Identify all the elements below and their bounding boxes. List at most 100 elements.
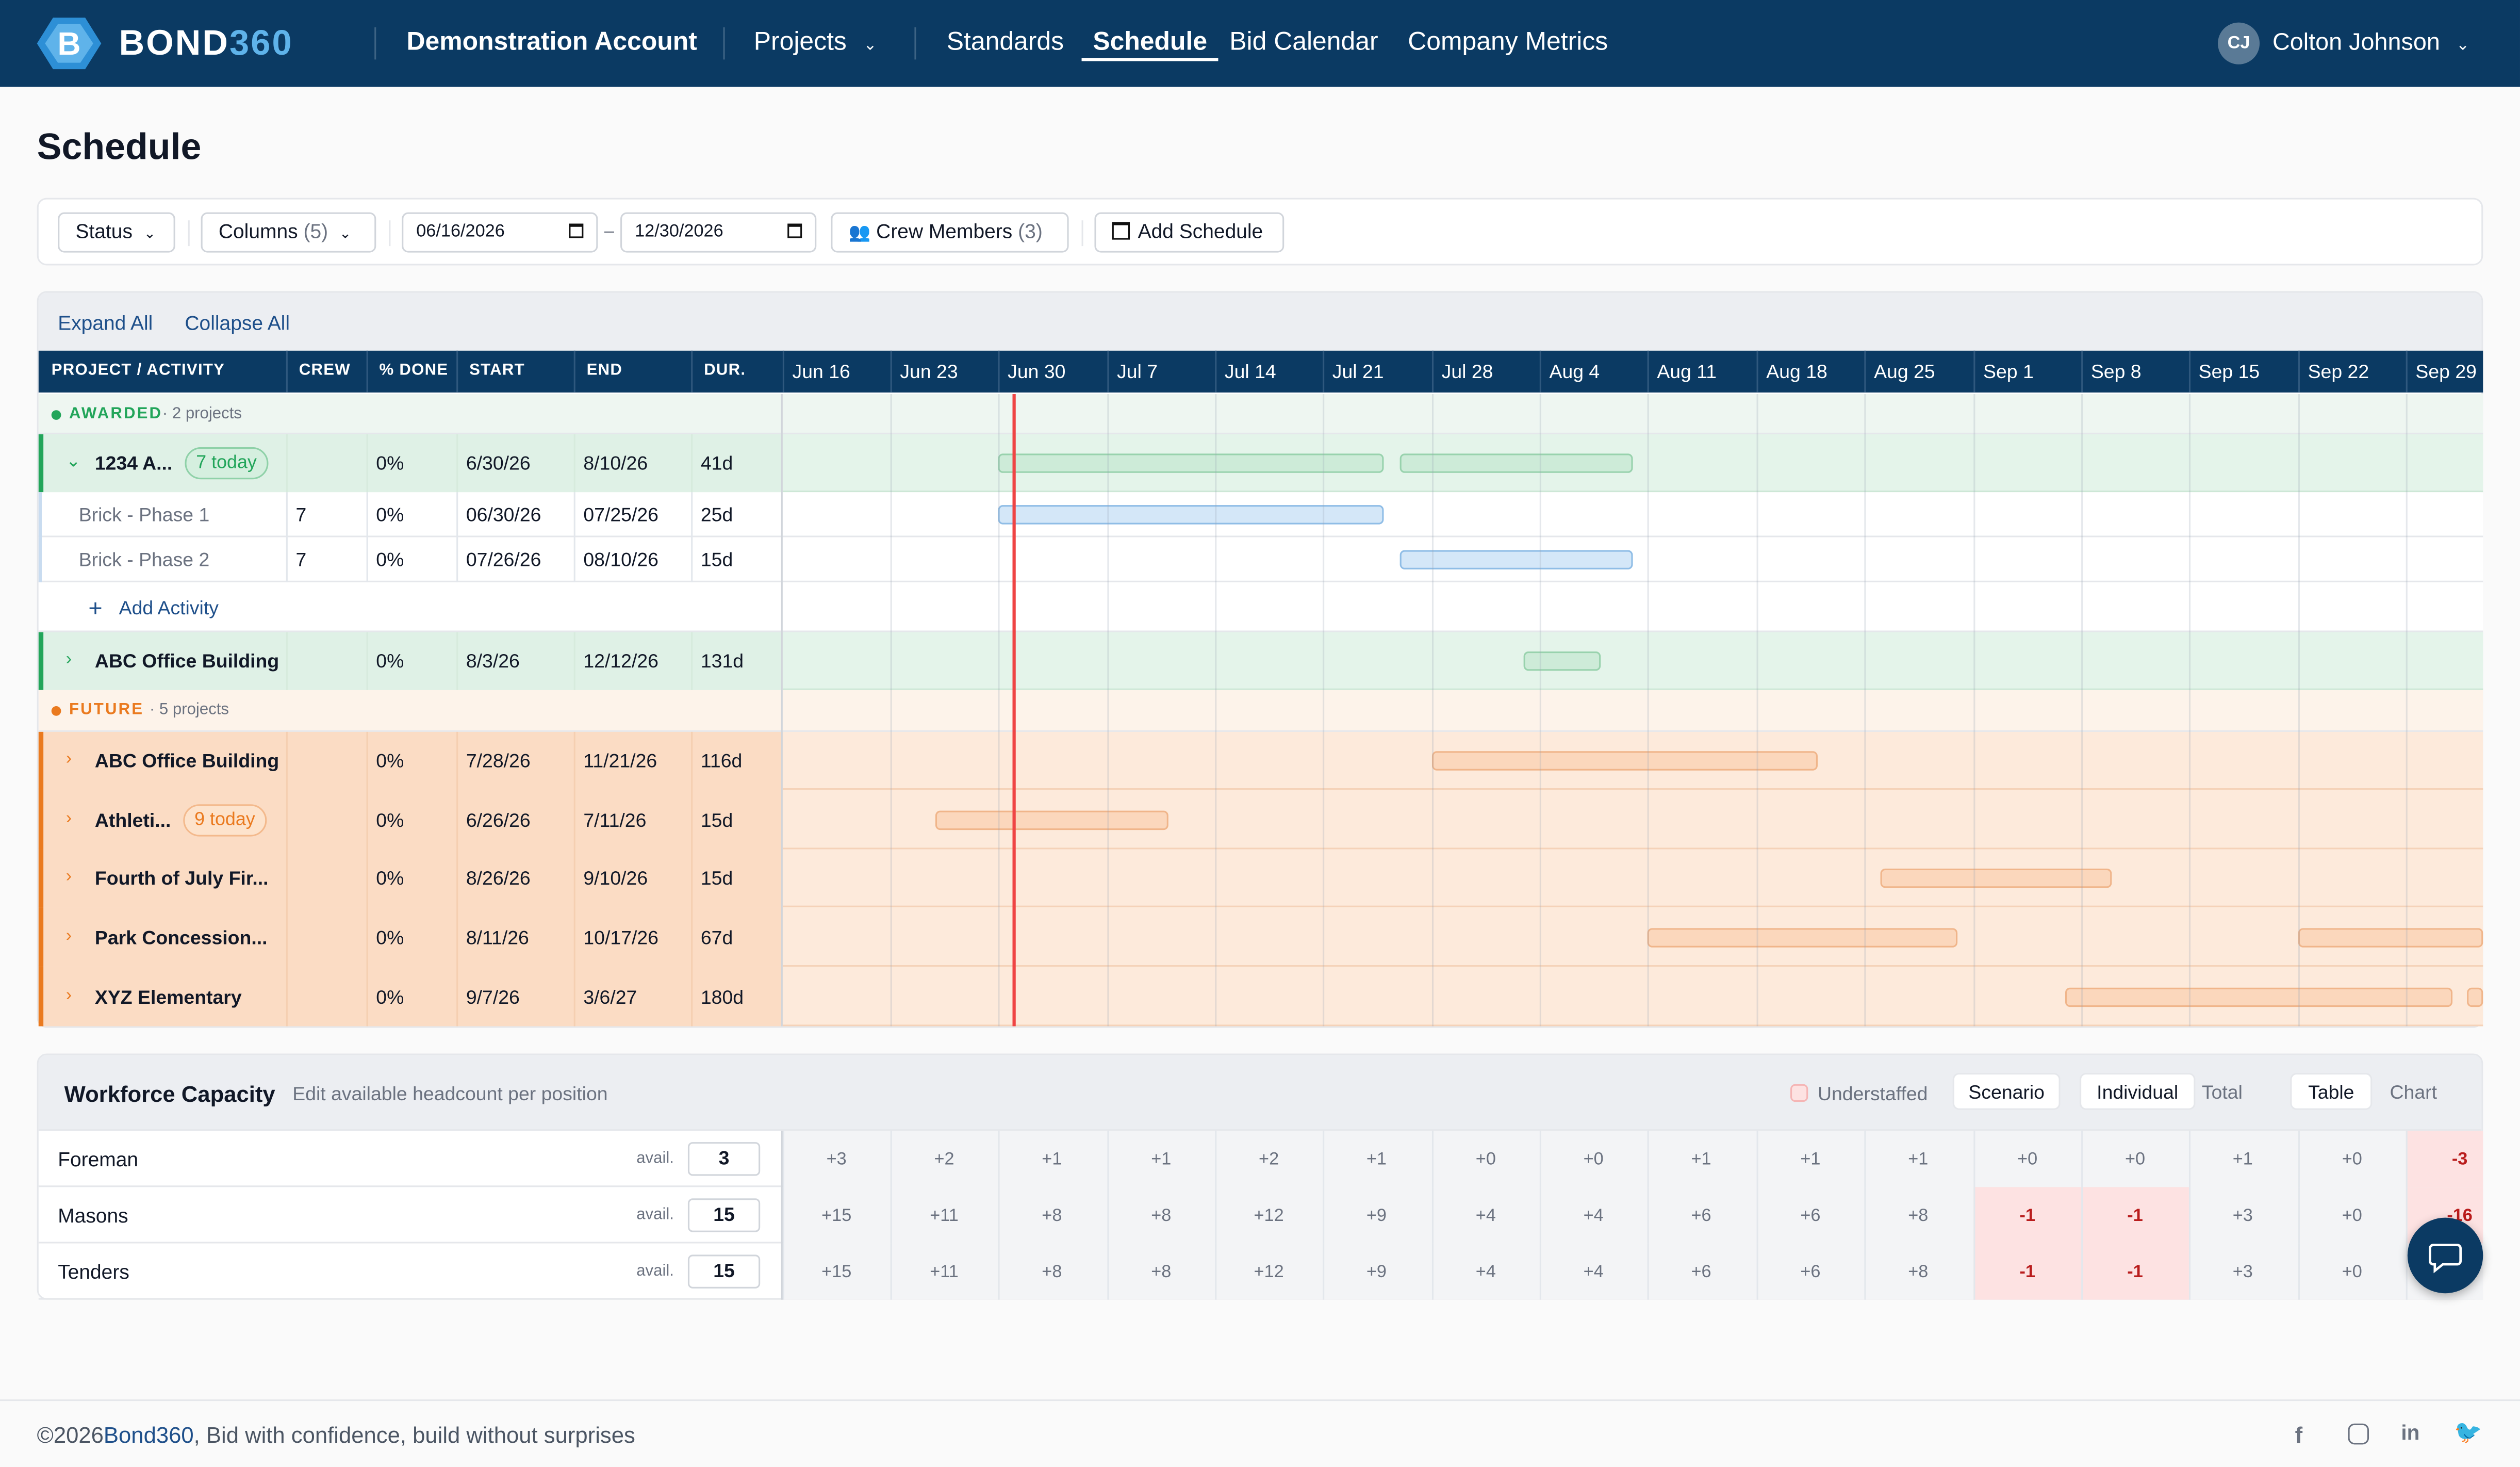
row-accent xyxy=(38,632,44,690)
understaffed-legend: Understaffed xyxy=(1817,1082,1928,1105)
linkedin-icon[interactable]: in xyxy=(2401,1420,2420,1445)
total-toggle[interactable]: Total xyxy=(2201,1081,2243,1104)
status-filter-button[interactable]: Status ⌄ xyxy=(58,212,175,253)
capacity-value: -1 xyxy=(2127,1206,2143,1226)
gantt-bar[interactable] xyxy=(1399,453,1633,473)
activity-name[interactable]: Brick - Phase 2 xyxy=(78,548,210,572)
cell-end: 10/17/26 xyxy=(583,925,658,949)
user-menu[interactable]: Colton Johnson ⌄ xyxy=(2272,29,2470,57)
position-name: Tenders xyxy=(58,1261,129,1284)
columns-button[interactable]: Columns (5) ⌄ xyxy=(201,212,376,253)
week-divider xyxy=(782,350,784,393)
chevron-right-icon[interactable]: › xyxy=(65,749,72,769)
chevron-right-icon[interactable]: › xyxy=(65,925,72,946)
project-name[interactable]: 1234 A... xyxy=(94,452,173,475)
nav-bid-calendar[interactable]: Bid Calendar xyxy=(1229,29,1378,57)
avail-input[interactable]: 15 xyxy=(687,1254,761,1289)
gantt-bar[interactable] xyxy=(1399,550,1633,569)
twitter-icon[interactable]: 🐦 xyxy=(2454,1419,2482,1445)
gantt-bar[interactable] xyxy=(998,453,1384,473)
chevron-right-icon[interactable]: › xyxy=(65,985,72,1005)
capacity-value: +3 xyxy=(2232,1262,2253,1282)
brand-name[interactable]: BOND360 xyxy=(119,22,293,63)
column-divider xyxy=(573,632,575,690)
capacity-value: +11 xyxy=(930,1262,959,1282)
capacity-value: +1 xyxy=(1042,1150,1062,1170)
project-name[interactable]: Fourth of July Fir... xyxy=(94,867,269,890)
chart-toggle[interactable]: Chart xyxy=(2390,1081,2437,1104)
brand-logo-icon[interactable]: B xyxy=(36,16,103,71)
chevron-right-icon[interactable]: › xyxy=(65,867,72,887)
avail-input[interactable]: 15 xyxy=(687,1198,761,1232)
column-divider xyxy=(286,492,288,582)
account-name[interactable]: Demonstration Account xyxy=(406,29,697,57)
capacity-value: +12 xyxy=(1254,1206,1284,1226)
footer-brand-link[interactable]: Bond360 xyxy=(103,1422,194,1448)
activity-row[interactable] xyxy=(38,537,2483,582)
date-to-input[interactable]: 12/30/2026 xyxy=(620,212,817,253)
project-name[interactable]: Park Concession... xyxy=(94,925,268,949)
avail-input[interactable]: 3 xyxy=(687,1142,761,1176)
nav-projects[interactable]: Projects ⌄ xyxy=(753,29,877,57)
chevron-down-icon[interactable]: ⌄ xyxy=(65,452,81,471)
activity-name[interactable]: Brick - Phase 1 xyxy=(78,503,210,526)
gantt-bar[interactable] xyxy=(2065,987,2453,1006)
project-name[interactable]: ABC Office Building xyxy=(94,649,279,673)
column-divider xyxy=(456,632,458,690)
chevron-right-icon[interactable]: › xyxy=(65,808,72,828)
week-divider xyxy=(1647,350,1649,393)
cell-start: 8/26/26 xyxy=(466,867,531,890)
gantt-bar[interactable] xyxy=(2467,987,2483,1006)
project-name[interactable]: ABC Office Building xyxy=(94,749,279,772)
date-from-input[interactable]: 06/16/2026 xyxy=(402,212,598,253)
week-gridline xyxy=(2188,1131,2191,1187)
nav-schedule[interactable]: Schedule xyxy=(1093,29,1208,57)
week-header: Sep 1 xyxy=(1983,360,2034,383)
add-activity-button[interactable]: Add Activity xyxy=(119,596,219,620)
table-toggle[interactable]: Table xyxy=(2290,1072,2373,1110)
gantt-bar[interactable] xyxy=(998,505,1384,525)
capacity-value: +1 xyxy=(1800,1150,1821,1170)
cell-dur: 180d xyxy=(700,985,744,1008)
user-avatar[interactable]: CJ xyxy=(2218,22,2260,64)
individual-toggle[interactable]: Individual xyxy=(2080,1072,2196,1110)
chevron-right-icon[interactable]: › xyxy=(65,649,72,670)
gantt-bar[interactable] xyxy=(1523,651,1601,671)
week-divider xyxy=(890,350,892,393)
gantt-bar[interactable] xyxy=(935,810,1168,829)
expand-all-link[interactable]: Expand All xyxy=(58,312,153,335)
week-gridline xyxy=(1647,1187,1649,1244)
crew-members-button[interactable]: 👥 Crew Members (3) xyxy=(831,212,1069,253)
row-accent xyxy=(38,537,42,582)
collapse-all-link[interactable]: Collapse All xyxy=(185,312,290,335)
week-header: Jul 28 xyxy=(1441,360,1493,383)
column-divider xyxy=(456,434,458,493)
scenario-toggle[interactable]: Scenario xyxy=(1952,1072,2061,1110)
cell-dur: 116d xyxy=(700,749,743,772)
column-divider xyxy=(366,434,368,493)
nav-company-metrics[interactable]: Company Metrics xyxy=(1408,29,1608,57)
capacity-value: -1 xyxy=(2019,1262,2035,1282)
nav-standards[interactable]: Standards xyxy=(946,29,1064,57)
cell-dur: 15d xyxy=(700,548,733,572)
row-left-panel xyxy=(38,849,783,907)
week-gridline xyxy=(890,1131,892,1187)
instagram-icon[interactable] xyxy=(2348,1423,2369,1445)
project-name[interactable]: Athleti... xyxy=(94,808,171,831)
column-header: CREW xyxy=(299,362,351,380)
row-left-panel xyxy=(38,967,783,1026)
week-gridline xyxy=(2188,394,2191,1026)
project-name[interactable]: XYZ Elementary xyxy=(94,985,242,1008)
gantt-bar[interactable] xyxy=(1880,868,2112,888)
gantt-bar[interactable] xyxy=(1431,751,1818,771)
week-gridline xyxy=(1323,394,1325,1026)
add-schedule-button[interactable]: Add Schedule xyxy=(1094,212,1284,253)
gantt-bar[interactable] xyxy=(2298,927,2483,947)
avail-label: avail. xyxy=(636,1206,674,1225)
capacity-value: +8 xyxy=(1042,1206,1062,1226)
chat-button[interactable] xyxy=(2407,1217,2483,1294)
week-divider xyxy=(1973,350,1975,393)
week-header: Jul 14 xyxy=(1224,360,1276,383)
gantt-bar[interactable] xyxy=(1647,927,1958,947)
facebook-icon[interactable]: f xyxy=(2295,1422,2303,1448)
